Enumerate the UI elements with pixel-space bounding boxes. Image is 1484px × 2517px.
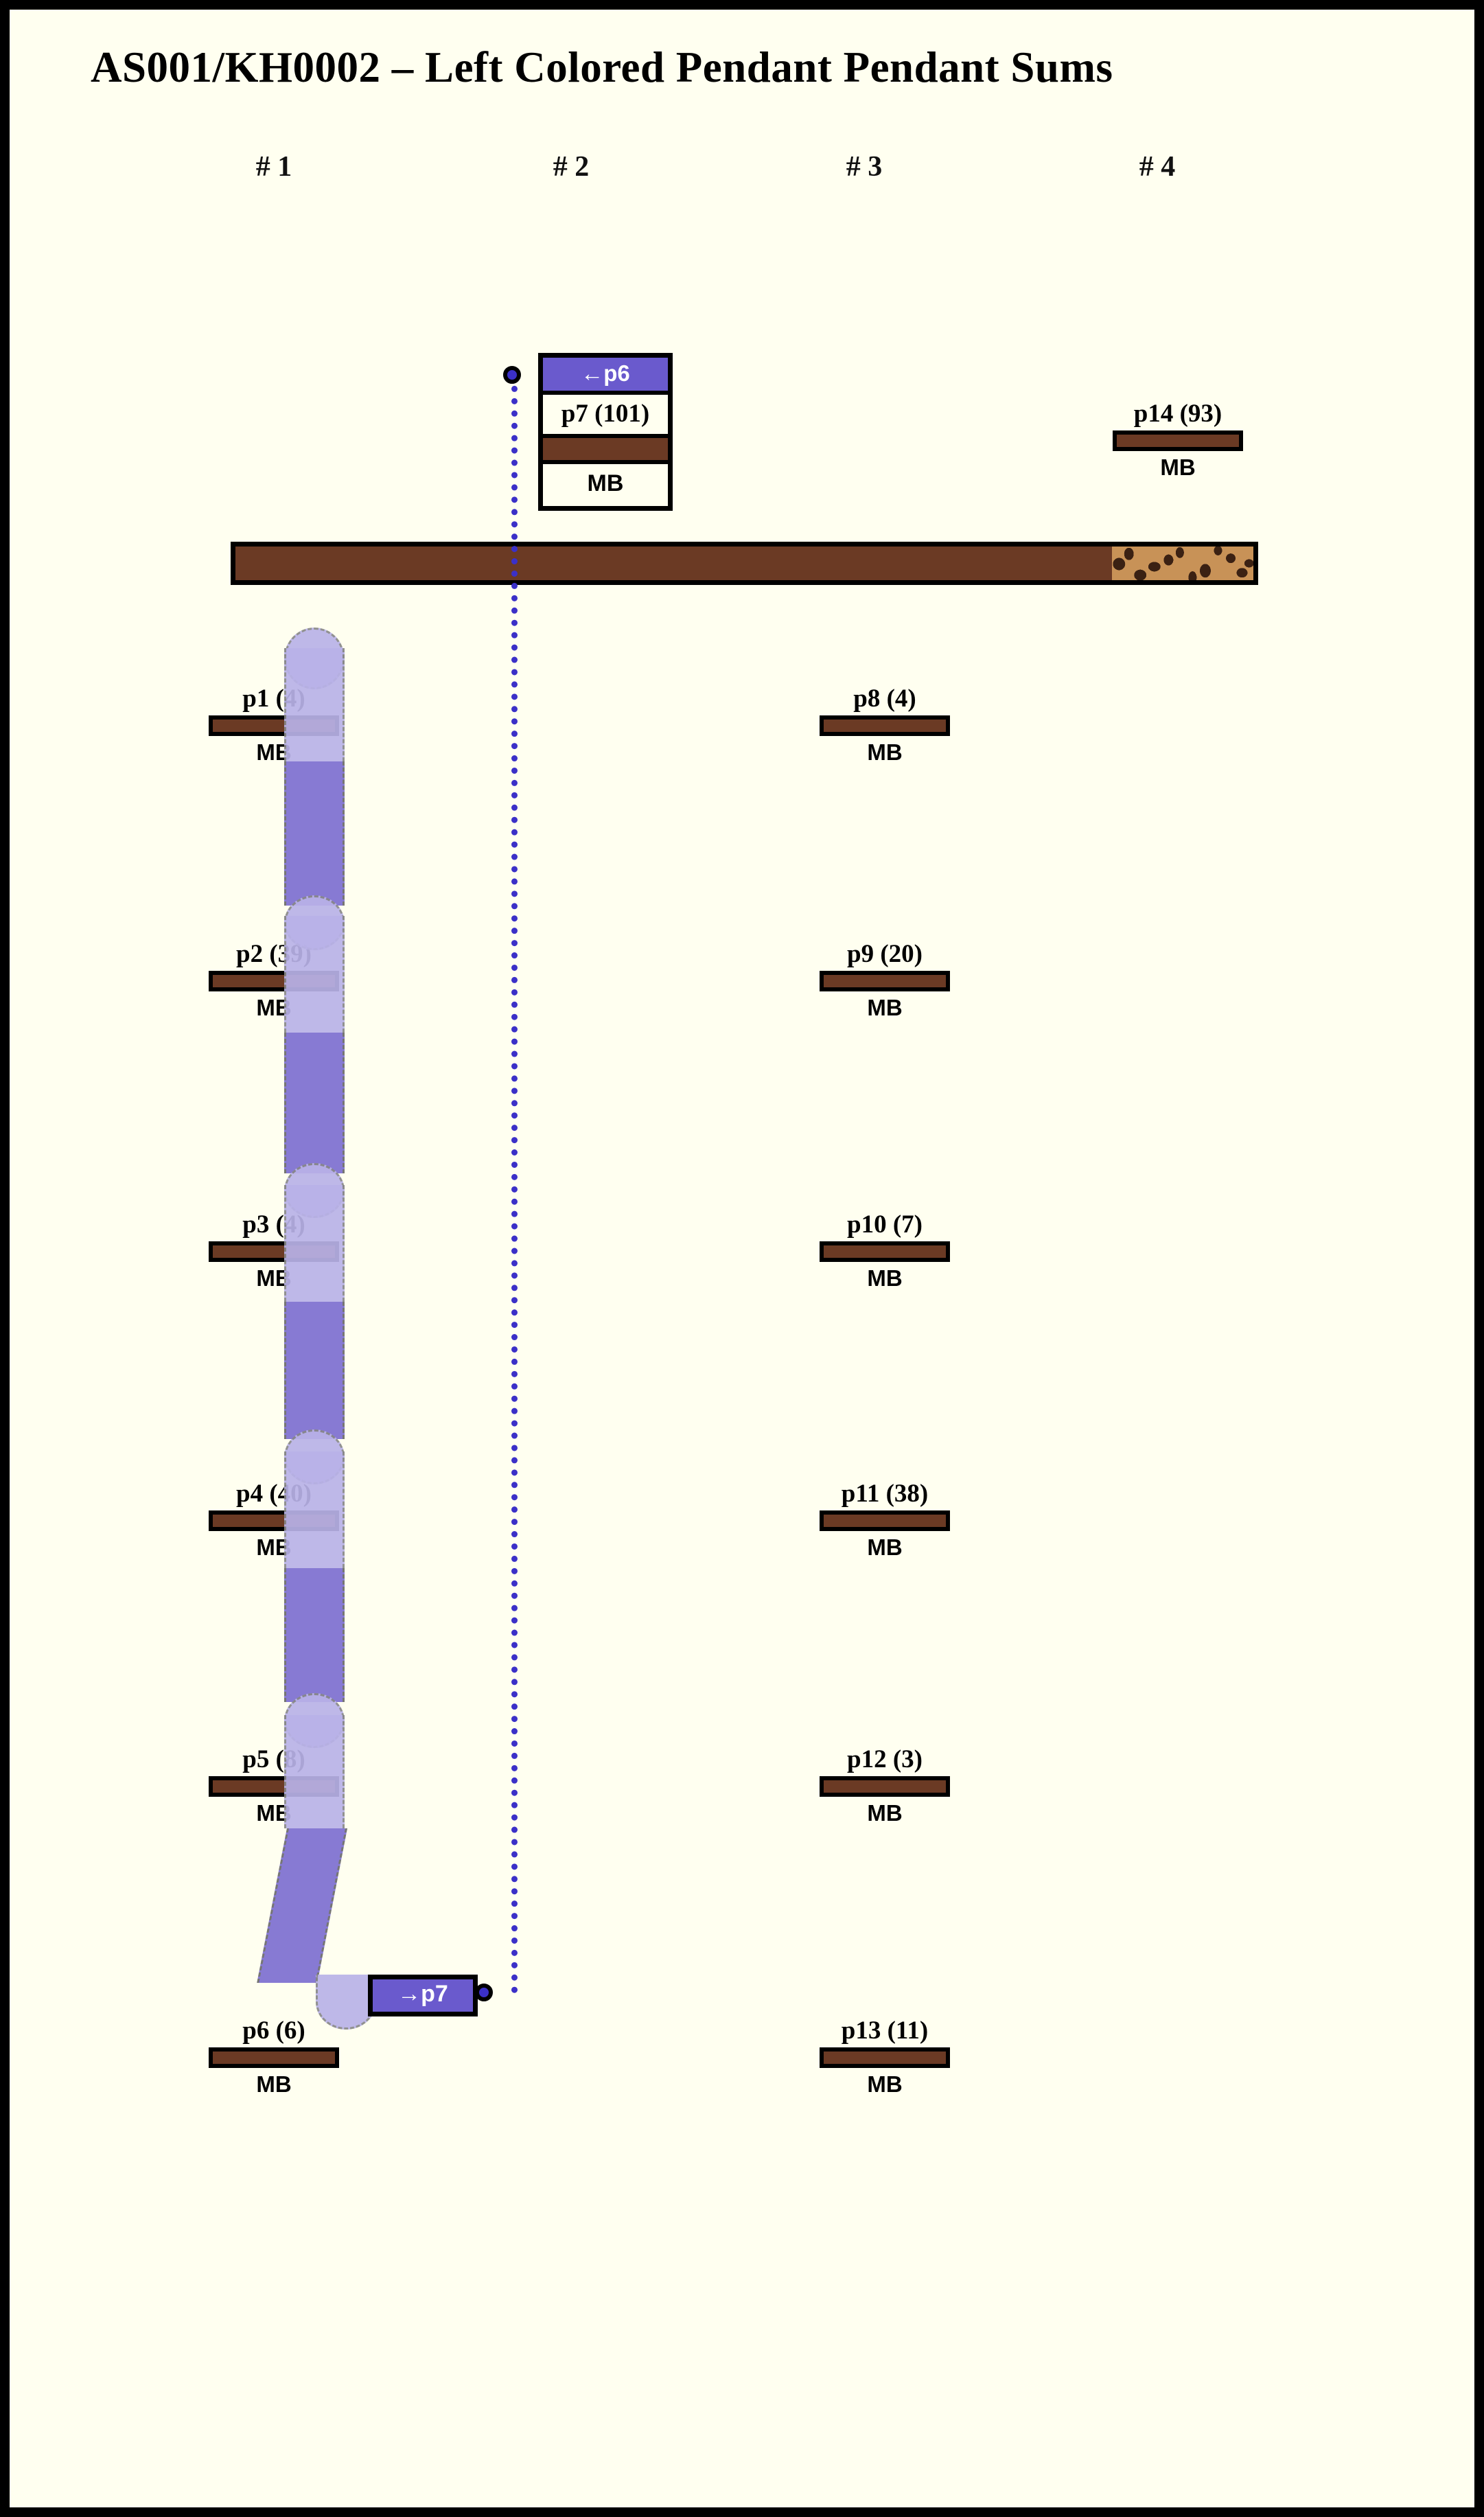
pendant-info-box-p7[interactable]: ←p6 p7 (101) MB <box>538 353 673 511</box>
pendant-label: p14 (93) <box>1133 400 1222 428</box>
pendant-p11[interactable]: p11 (38) MB <box>820 1481 950 1559</box>
pendant-color-code: MB <box>867 1800 903 1826</box>
pendant-p8[interactable]: p8 (4) MB <box>820 686 950 763</box>
badge-to-p7[interactable]: →p7 <box>368 1975 478 2016</box>
pendant-p6[interactable]: p6 (6) MB <box>209 2018 339 2095</box>
ribbon-pale-p2 <box>284 916 345 1033</box>
pendant-p9[interactable]: p9 (20) MB <box>820 941 950 1019</box>
pendant-color-code: MB <box>867 1265 903 1291</box>
pendant-label: p6 (6) <box>242 2016 305 2045</box>
pendant-color-code: MB <box>867 995 903 1020</box>
column-header-1: # 1 <box>255 151 292 183</box>
pendant-cord-bar <box>820 715 950 736</box>
connector-endpoint-top[interactable] <box>503 366 521 384</box>
pendant-color-code: MB <box>867 739 903 765</box>
pendant-label: p12 (3) <box>847 1745 923 1773</box>
pendant-cord-bar <box>209 2047 339 2068</box>
column-header-4: # 4 <box>1139 151 1176 183</box>
info-box-color-code: MB <box>587 470 624 496</box>
ribbon-cap-p6 <box>316 1975 376 2030</box>
connector-endpoint-bottom[interactable] <box>475 1984 493 2001</box>
info-box-header-from-p6: ←p6 <box>543 358 668 395</box>
page-title: AS001/KH0002 – Left Colored Pendant Pend… <box>91 43 1113 91</box>
ribbon-seg-p1-p2 <box>284 761 345 906</box>
pendant-label: p8 (4) <box>853 685 916 713</box>
pendant-p13[interactable]: p13 (11) MB <box>820 2018 950 2095</box>
ribbon-seg-p5-p6 <box>257 1828 347 1983</box>
main-cord <box>231 542 1258 585</box>
pendant-color-code: MB <box>867 2071 903 2097</box>
ribbon-pale-p1 <box>284 648 345 761</box>
column-header-3: # 3 <box>846 151 883 183</box>
ribbon-pale-p4 <box>284 1451 345 1568</box>
info-box-pendant-name: p7 (101) <box>543 395 668 438</box>
pendant-cord-bar <box>820 1776 950 1797</box>
ribbon-seg-p3-p4 <box>284 1302 345 1439</box>
connector-dotted-line <box>511 373 518 1994</box>
pendant-label: p10 (7) <box>847 1210 923 1239</box>
pendant-label: p13 (11) <box>841 2016 929 2045</box>
pendant-p10[interactable]: p10 (7) MB <box>820 1212 950 1289</box>
pendant-color-code: MB <box>256 2071 292 2097</box>
ribbon-pale-p5 <box>284 1715 345 1828</box>
pendant-cord-bar <box>820 1510 950 1531</box>
pendant-color-code: MB <box>1160 455 1196 480</box>
pendant-label: p9 (20) <box>847 940 923 968</box>
pendant-cord-bar <box>820 971 950 991</box>
main-cord-speckled-end <box>1112 547 1253 580</box>
ribbon-seg-p2-p3 <box>284 1033 345 1173</box>
column-header-2: # 2 <box>553 151 590 183</box>
ribbon-seg-p4-p5 <box>284 1568 345 1702</box>
pendant-cord-bar <box>820 2047 950 2068</box>
pendant-p14[interactable]: p14 (93) MB <box>1113 401 1243 479</box>
pendant-label: p11 (38) <box>841 1480 929 1508</box>
ribbon-pale-p3 <box>284 1185 345 1302</box>
pendant-p12[interactable]: p12 (3) MB <box>820 1747 950 1824</box>
pendant-cord-bar <box>1113 430 1243 451</box>
info-box-cord-swatch <box>543 438 668 464</box>
pendant-cord-bar <box>820 1241 950 1262</box>
pendant-color-code: MB <box>867 1535 903 1560</box>
